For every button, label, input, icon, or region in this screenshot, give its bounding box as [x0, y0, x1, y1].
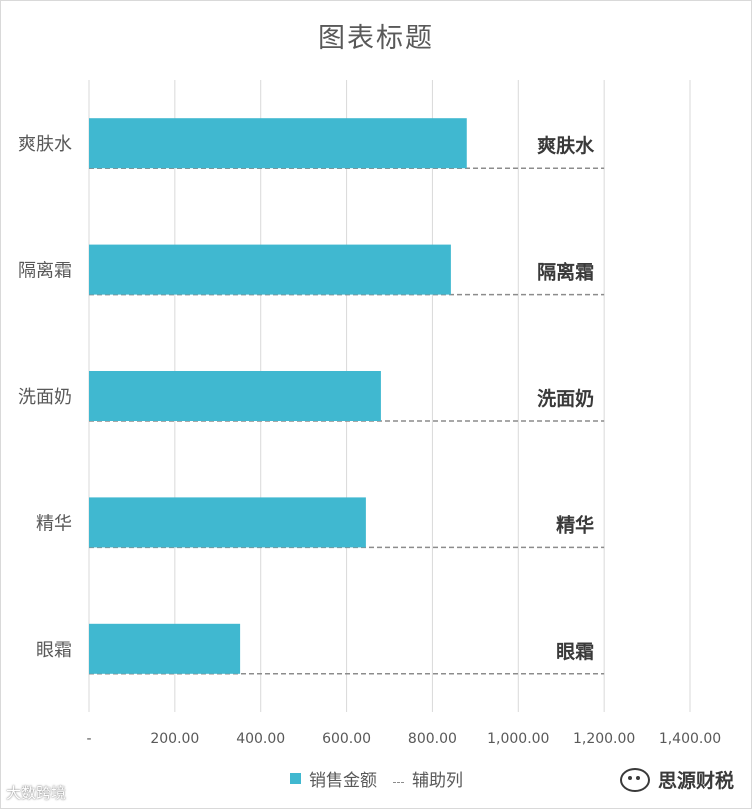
bar: [89, 623, 241, 674]
bar: [89, 244, 451, 295]
y-tick-label: 爽肤水: [18, 134, 72, 155]
chart-legend: 销售金额 辅助列: [290, 766, 463, 791]
data-label: 精华: [556, 513, 594, 536]
watermark-right-text: 思源财税: [657, 770, 734, 792]
data-label: 洗面奶: [537, 387, 594, 410]
wechat-icon: [619, 767, 650, 792]
x-tick-label: 600.00: [322, 731, 371, 747]
legend-label-helper: 辅助列: [412, 771, 463, 791]
x-tick-label: 400.00: [236, 731, 285, 747]
chart-title: 图表标题: [318, 23, 434, 54]
x-tick-label: 800.00: [408, 731, 457, 747]
x-tick-label: 1,200.00: [573, 731, 635, 747]
x-tick-label: 1,000.00: [487, 731, 549, 747]
bar: [89, 371, 381, 421]
legend-swatch-helper: [393, 782, 404, 783]
y-tick-label: 眼霜: [36, 640, 72, 661]
x-tick-label: 200.00: [150, 731, 199, 747]
x-tick-label: -: [86, 731, 91, 747]
bar: [89, 497, 366, 548]
data-label: 隔离霜: [537, 261, 594, 284]
y-tick-label: 精华: [36, 513, 72, 534]
legend-swatch-sales: [290, 773, 301, 784]
watermark-left: 大数跨境: [6, 784, 67, 802]
data-label: 眼霜: [556, 641, 594, 663]
legend-label-sales: 销售金额: [309, 771, 377, 791]
y-tick-label: 洗面奶: [18, 387, 72, 408]
y-tick-label: 隔离霜: [18, 261, 72, 282]
x-tick-label: 1,400.00: [659, 731, 721, 747]
watermark-right: 思源财税: [619, 766, 734, 793]
bar: [89, 118, 467, 169]
data-label: 爽肤水: [537, 134, 595, 157]
